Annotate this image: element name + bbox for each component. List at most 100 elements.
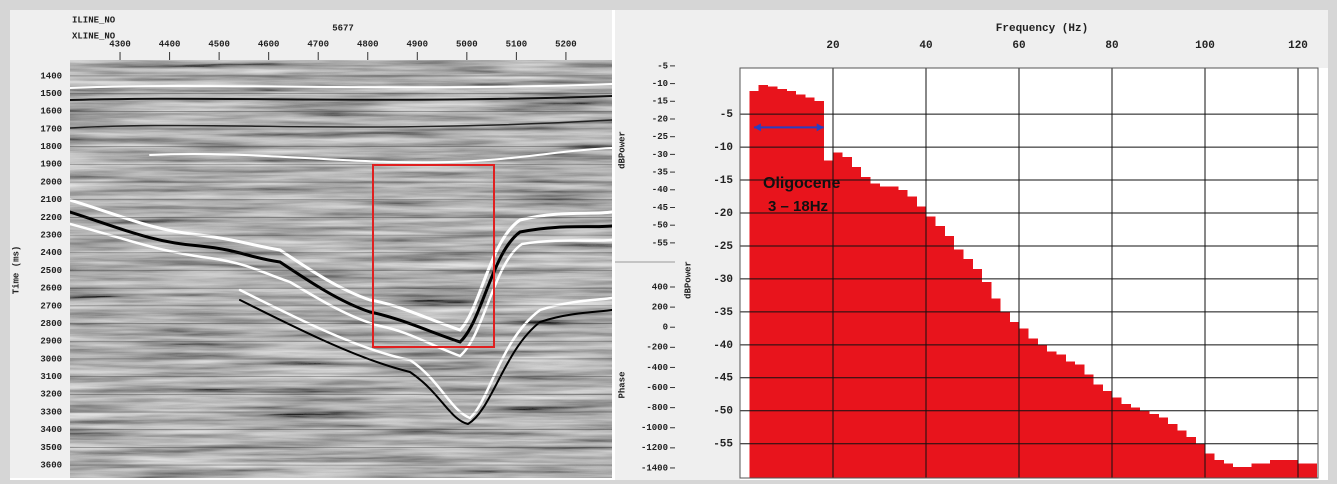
bar	[833, 152, 843, 478]
y-tick-label: -5	[720, 109, 734, 121]
y-tick-label: 1700	[40, 124, 62, 134]
y-tick-label: -30	[652, 150, 668, 160]
x-tick-label: 4800	[357, 39, 379, 49]
bar	[880, 187, 890, 478]
y-tick-label: -400	[646, 363, 668, 373]
y-tick-label: -45	[652, 203, 668, 213]
y-tick-label: 2700	[40, 301, 62, 311]
y-tick-label: -20	[652, 114, 668, 124]
y-tick-label: -1200	[641, 443, 668, 453]
x-tick-label: 4600	[258, 39, 280, 49]
bar	[814, 101, 824, 478]
seismic-texture	[70, 60, 612, 478]
y-axis-title: Time (ms)	[11, 246, 21, 295]
y-tick-label: -40	[713, 340, 733, 352]
x-tick-label: 5100	[506, 39, 528, 49]
bar	[1205, 454, 1215, 478]
bar	[1270, 460, 1280, 478]
y-tick-label: -10	[713, 142, 733, 154]
y-tick-label: 2500	[40, 266, 62, 276]
y-tick-label: -50	[713, 406, 733, 418]
bar	[1252, 463, 1262, 478]
bar	[861, 177, 871, 478]
chart-title: Frequency (Hz)	[996, 23, 1088, 35]
bar	[1149, 414, 1159, 478]
y-tick-label: 0	[663, 323, 668, 333]
bar	[889, 187, 899, 478]
y-tick-label: 1400	[40, 71, 62, 81]
bar	[898, 190, 908, 478]
figure: ILINE_NO XLINE_NO 5677 Time (ms) dBPower…	[0, 0, 1337, 484]
y-tick-label: -30	[713, 274, 733, 286]
y-tick-label: 1900	[40, 160, 62, 170]
y-tick-label: -25	[652, 132, 668, 142]
bar	[917, 206, 927, 478]
bar	[749, 91, 759, 478]
bar	[1028, 338, 1038, 478]
x-tick-label: 20	[826, 40, 839, 52]
bar	[842, 157, 852, 478]
y-tick-label: -55	[652, 238, 668, 248]
bar	[1279, 460, 1289, 478]
y-tick-label: -20	[713, 208, 733, 220]
bar	[907, 197, 917, 478]
x-tick-label: 40	[919, 40, 932, 52]
bar	[935, 226, 945, 478]
x-tick-label: 60	[1012, 40, 1025, 52]
y-tick-label: 2400	[40, 248, 62, 258]
bar	[1131, 407, 1141, 478]
y-tick-label: -10	[652, 79, 668, 89]
x-tick-label: 4300	[109, 39, 131, 49]
bar	[1112, 398, 1122, 478]
bar	[973, 269, 983, 478]
bar	[1066, 361, 1076, 478]
bar	[1084, 375, 1094, 478]
y-tick-label: -1000	[641, 423, 668, 433]
y-tick-label: 3600	[40, 460, 62, 470]
x-tick-label: 4900	[406, 39, 428, 49]
x-tick-label: 80	[1105, 40, 1118, 52]
bar	[796, 94, 806, 478]
bar	[1233, 467, 1243, 478]
bar	[1177, 431, 1187, 478]
bar	[991, 299, 1001, 478]
y-tick-label: -15	[652, 97, 668, 107]
y-tick-label: 3100	[40, 372, 62, 382]
bar	[787, 91, 797, 478]
bar	[1242, 467, 1252, 478]
y-tick-label: 2100	[40, 195, 62, 205]
x-tick-label: 100	[1195, 40, 1215, 52]
x-tick-label: 5200	[555, 39, 577, 49]
bar	[1298, 463, 1308, 478]
y-tick-label: -45	[713, 373, 733, 385]
y-tick-label: 3300	[40, 407, 62, 417]
y-tick-label: 3400	[40, 425, 62, 435]
y-tick-label: 1500	[40, 89, 62, 99]
y-tick-label: -35	[652, 167, 668, 177]
bar	[926, 216, 936, 478]
spectrum-header	[675, 10, 1328, 68]
y-tick-label: -1400	[641, 463, 668, 473]
y-tick-label: 3200	[40, 390, 62, 400]
y-tick-label: 2800	[40, 319, 62, 329]
y-tick-label: -55	[713, 439, 733, 451]
bar	[1196, 444, 1206, 478]
bar	[1140, 411, 1150, 478]
y-tick-label: -40	[652, 185, 668, 195]
y-tick-label: 2300	[40, 230, 62, 240]
y-tick-label: 2600	[40, 284, 62, 294]
bar	[1093, 384, 1103, 478]
y-tick-label: 2000	[40, 177, 62, 187]
bar	[1214, 460, 1224, 478]
bar	[1307, 463, 1317, 478]
y-tick-label: 2200	[40, 213, 62, 223]
bar	[870, 183, 880, 478]
x-tick-label: 4400	[159, 39, 181, 49]
annotation-text: Oligocene	[763, 175, 840, 192]
annotation-text: 3 – 18Hz	[768, 198, 828, 215]
bar	[945, 236, 955, 478]
bar	[768, 86, 778, 478]
phase-label: Phase	[617, 371, 627, 398]
bar	[1056, 355, 1066, 478]
y-tick-label: -600	[646, 383, 668, 393]
